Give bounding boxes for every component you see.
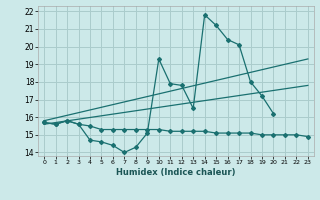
X-axis label: Humidex (Indice chaleur): Humidex (Indice chaleur) — [116, 168, 236, 177]
